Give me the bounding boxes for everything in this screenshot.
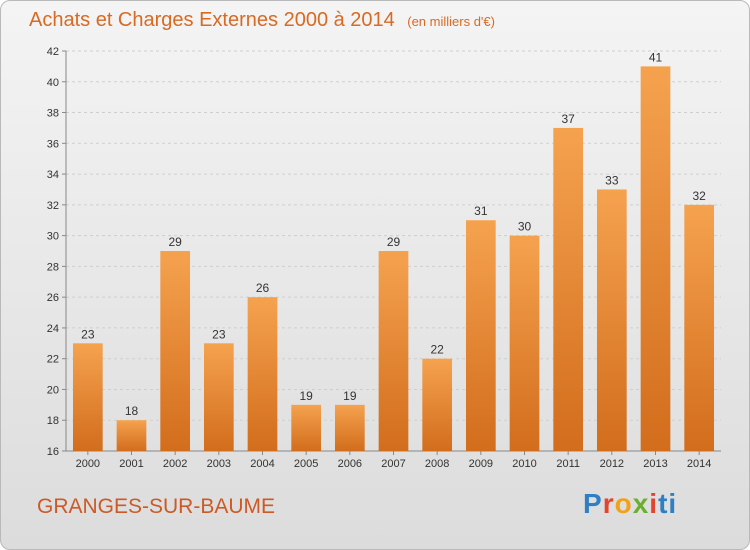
bar-2006 xyxy=(334,404,365,451)
x-tick-label: 2011 xyxy=(556,458,580,470)
bar-value-label: 37 xyxy=(561,112,575,126)
bar-value-label: 23 xyxy=(212,327,226,341)
bar-value-label: 30 xyxy=(518,220,532,234)
x-tick-label: 2001 xyxy=(119,458,143,470)
chart-title: Achats et Charges Externes 2000 à 2014 (… xyxy=(29,9,495,32)
x-tick-label: 2007 xyxy=(381,458,405,470)
y-tick-label: 20 xyxy=(47,384,59,396)
bar-2011 xyxy=(553,127,584,451)
y-tick-label: 32 xyxy=(47,200,59,212)
y-tick-label: 18 xyxy=(47,415,59,427)
bar-value-label: 41 xyxy=(649,50,663,64)
x-tick-label: 2005 xyxy=(294,458,318,470)
bar-value-label: 26 xyxy=(256,281,270,295)
bar-2003 xyxy=(203,343,234,451)
y-tick-label: 34 xyxy=(47,169,59,181)
bar-2001 xyxy=(116,420,147,451)
bar-2008 xyxy=(422,358,453,451)
x-tick-label: 2006 xyxy=(338,458,362,470)
x-tick-label: 2014 xyxy=(687,458,711,470)
bar-2000 xyxy=(72,343,103,451)
x-tick-label: 2004 xyxy=(250,458,274,470)
brand-logo: Proxiti xyxy=(583,488,678,519)
y-tick-label: 40 xyxy=(47,77,59,89)
chart-title-text: Achats et Charges Externes 2000 à 2014 xyxy=(29,9,395,31)
place-name: GRANGES-SUR-BAUME xyxy=(37,495,276,518)
bar-value-label: 29 xyxy=(387,235,401,249)
y-tick-label: 42 xyxy=(47,46,59,58)
y-tick-label: 28 xyxy=(47,261,59,273)
y-tick-label: 26 xyxy=(47,292,59,304)
bar-2012 xyxy=(596,189,627,451)
x-tick-label: 2008 xyxy=(425,458,449,470)
x-tick-label: 2013 xyxy=(643,458,667,470)
y-tick-label: 30 xyxy=(47,231,59,243)
bar-2009 xyxy=(465,220,496,451)
y-tick-label: 22 xyxy=(47,354,59,366)
bar-value-label: 31 xyxy=(474,204,488,218)
y-tick-label: 24 xyxy=(47,323,59,335)
x-tick-label: 2012 xyxy=(600,458,624,470)
bar-2014 xyxy=(684,204,715,451)
bar-2004 xyxy=(247,297,278,451)
bar-value-label: 19 xyxy=(343,389,357,403)
x-tick-label: 2002 xyxy=(163,458,187,470)
bar-value-label: 23 xyxy=(81,327,95,341)
bar-2007 xyxy=(378,251,409,451)
bars xyxy=(72,66,715,451)
x-tick-label: 2000 xyxy=(76,458,100,470)
bar-2010 xyxy=(509,235,540,451)
bar-2002 xyxy=(160,251,191,451)
chart-unit: (en milliers d'€) xyxy=(407,14,495,29)
tick-labels: 16 18 20 22 24 26 28 30 32 34 36 38 40 42 23 2000 18 2001… xyxy=(47,46,712,470)
y-tick-label: 36 xyxy=(47,138,59,150)
bar-value-label: 19 xyxy=(299,389,313,403)
bar-value-label: 33 xyxy=(605,173,619,187)
bar-value-label: 22 xyxy=(430,343,444,357)
bar-2013 xyxy=(640,66,671,451)
x-tick-label: 2010 xyxy=(512,458,536,470)
x-tick-label: 2009 xyxy=(469,458,493,470)
bar-value-label: 18 xyxy=(125,404,139,418)
bar-value-label: 32 xyxy=(692,189,706,203)
y-tick-label: 16 xyxy=(47,446,59,458)
y-tick-label: 38 xyxy=(47,108,59,120)
bar-value-label: 29 xyxy=(168,235,182,249)
x-tick-label: 2003 xyxy=(207,458,231,470)
bar-2005 xyxy=(291,404,322,451)
